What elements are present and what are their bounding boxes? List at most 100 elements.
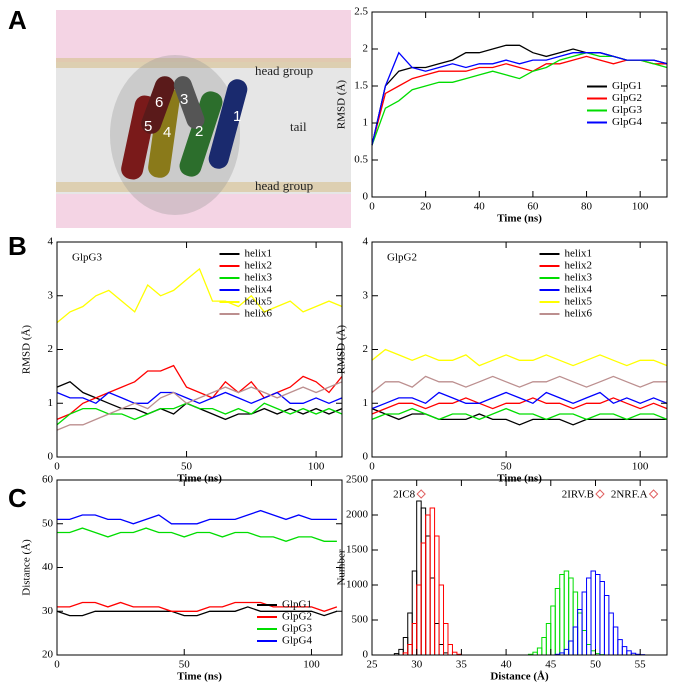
histogram-bar	[572, 626, 579, 656]
histogram-bar	[411, 570, 418, 656]
series-line	[371, 397, 668, 415]
histogram-bar	[608, 612, 614, 656]
legend-label: helix4	[565, 284, 593, 296]
histogram-bar	[621, 646, 628, 656]
series-line	[371, 51, 668, 146]
illustration-label: head group	[255, 63, 313, 78]
histogram-bar	[416, 584, 422, 656]
legend-label: helix2	[245, 260, 273, 272]
y-tick-label: 2	[48, 343, 54, 355]
y-tick-label: 0.5	[354, 154, 368, 166]
helix	[208, 79, 248, 169]
helix-number: 6	[155, 94, 163, 111]
plot-frame	[371, 11, 668, 198]
y-tick-label: 0	[48, 451, 54, 463]
y-tick-label: 1	[48, 397, 54, 409]
histogram-bar	[398, 648, 404, 656]
y-tick-label: 4	[363, 236, 369, 248]
x-tick-label: 40	[501, 659, 513, 671]
series-line	[371, 391, 668, 410]
histogram-bar	[420, 542, 427, 656]
y-tick-label: 1.5	[354, 80, 368, 92]
x-axis-label: Time (ns)	[497, 473, 542, 485]
histogram-bar	[617, 639, 623, 656]
x-tick-label: 100	[632, 461, 649, 473]
legend-label: GlpG2	[612, 92, 642, 104]
legend-label: GlpG2	[282, 611, 312, 623]
histogram-bar	[612, 626, 619, 656]
annotation-marker	[416, 489, 426, 499]
legend-label: GlpG4	[282, 635, 312, 647]
histogram-bar	[590, 570, 596, 656]
y-tick-label: 0	[363, 451, 369, 463]
x-tick-label: 100	[632, 201, 649, 213]
x-tick-label: 50	[501, 461, 513, 473]
y-tick-label: 2000	[346, 509, 369, 521]
illustration-label: tail	[290, 119, 307, 134]
head-layer	[56, 58, 351, 68]
histogram-bar	[425, 535, 431, 656]
panel-label: B	[8, 231, 27, 261]
histogram-bar	[563, 570, 570, 656]
y-tick-label: 0	[363, 191, 369, 203]
histogram-bar	[420, 507, 427, 656]
x-tick-label: 40	[474, 201, 486, 213]
histogram-bar	[581, 591, 588, 656]
x-tick-label: 45	[545, 659, 557, 671]
annotation-marker	[595, 489, 605, 499]
x-tick-label: 30	[411, 659, 423, 671]
x-tick-label: 55	[635, 659, 647, 671]
series-line	[371, 407, 668, 421]
histogram-bar	[434, 535, 440, 656]
x-axis-label: Time (ns)	[497, 213, 542, 225]
helix-number: 2	[195, 123, 203, 140]
y-tick-label: 2.5	[354, 6, 368, 18]
annotation: 2NRF.A	[611, 489, 648, 501]
histogram-bar	[429, 507, 436, 656]
histogram-bar	[438, 644, 445, 656]
series-line	[56, 402, 343, 426]
y-tick-label: 50	[42, 517, 54, 529]
y-tick-label: 3	[48, 289, 54, 301]
plot-frame	[56, 241, 343, 458]
histogram-bar	[554, 588, 561, 656]
x-tick-label: 20	[420, 201, 432, 213]
x-tick-label: 0	[54, 461, 60, 473]
histogram-bar	[536, 647, 543, 656]
y-tick-label: 1	[363, 117, 369, 129]
panel-label: A	[8, 5, 27, 35]
histogram-bar	[416, 500, 422, 656]
series-line	[57, 601, 338, 612]
y-tick-label: 30	[42, 605, 54, 617]
histogram-bar	[603, 595, 610, 656]
histogram-bar	[411, 623, 418, 656]
y-tick-label: 20	[42, 649, 54, 661]
y-tick-label: 1500	[346, 544, 369, 556]
histogram-bar	[572, 591, 579, 656]
histogram-bar	[581, 630, 588, 656]
legend-label: GlpG4	[612, 116, 642, 128]
x-axis-label: Time (ns)	[177, 473, 222, 485]
x-tick-label: 50	[181, 461, 193, 473]
legend-label: GlpG3	[612, 104, 642, 116]
x-tick-label: 50	[590, 659, 602, 671]
histogram-bar	[545, 623, 552, 656]
histogram-bar	[563, 648, 570, 656]
helix	[141, 76, 175, 134]
histogram-bar	[586, 577, 592, 656]
annotation: GlpG2	[387, 252, 417, 264]
helix-number: 5	[144, 118, 152, 135]
histogram-bar	[407, 644, 413, 656]
x-tick-label: 100	[303, 659, 320, 671]
histogram-bar	[577, 609, 583, 656]
legend-label: helix5	[245, 296, 273, 308]
legend-label: helix3	[565, 272, 593, 284]
histogram-bar	[550, 605, 556, 656]
head-layer	[56, 182, 351, 192]
y-tick-label: 4	[48, 236, 54, 248]
series-line	[371, 375, 667, 394]
legend-label: helix1	[565, 248, 593, 260]
helix	[179, 91, 223, 177]
histogram-bar	[407, 612, 413, 656]
